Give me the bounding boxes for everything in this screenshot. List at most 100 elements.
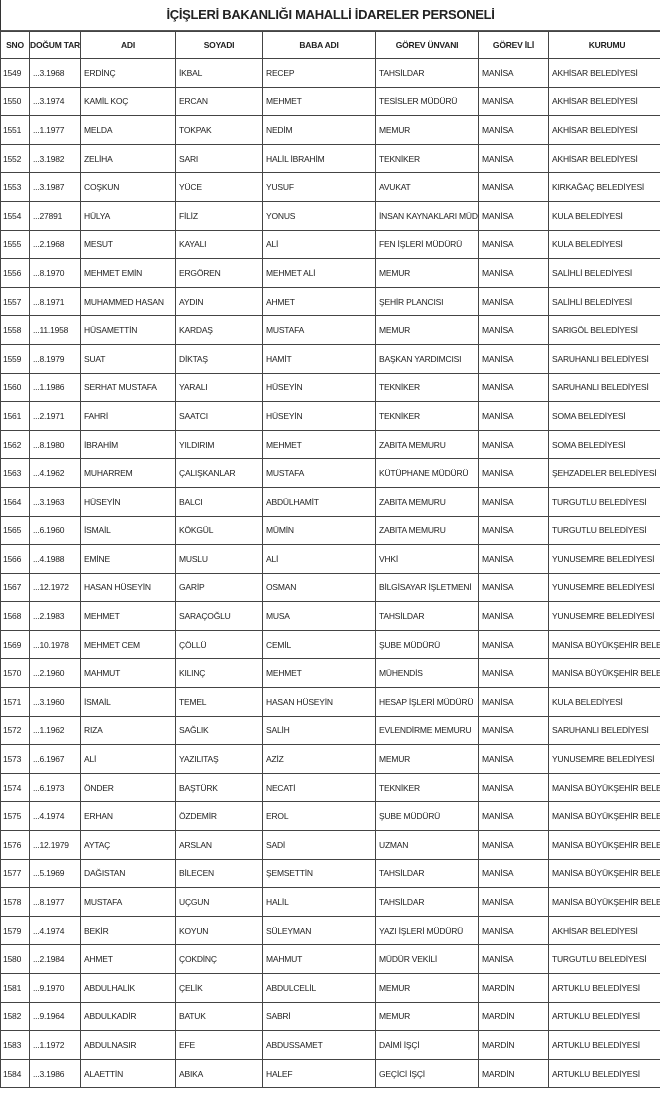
cell-sno: 1583 (0, 1030, 30, 1060)
cell-first-name: İSMAİL (80, 515, 176, 546)
cell-institution: ARTUKLU BELEDİYESİ (548, 973, 660, 1003)
table-row: 1570 ...2.1960 MAHMUT KILINÇ MEHMET MÜHENDİS M… (0, 658, 660, 689)
cell-first-name: HASAN HÜSEYİN (80, 572, 176, 603)
table-row: 1558 ...11.1958 HÜSAMETTİN KARDAŞ MUSTAFA MEM… (0, 315, 660, 345)
cell-first-name: ABDULNASIR (80, 1030, 176, 1060)
cell-surname: İKBAL (175, 58, 263, 88)
cell-birth-date: ...2.1960 (29, 658, 81, 689)
cell-father-name: HALEF (262, 1058, 376, 1089)
cell-duty-province: MANİSA (478, 458, 549, 488)
cell-surname: MUSLU (175, 544, 263, 574)
cell-sno: 1576 (0, 830, 30, 860)
cell-institution: SOMA BELEDİYESİ (548, 401, 660, 431)
table-row: 1575 ...4.1974 ERHAN ÖZDEMİR EROL ŞUBE MÜDÜRÜ… (0, 801, 660, 832)
cell-job-title: TAHSİLDAR (375, 601, 479, 631)
cell-institution: KULA BELEDİYESİ (548, 687, 660, 717)
cell-job-title: BAŞKAN YARDIMCISI (375, 343, 479, 374)
table-row: 1578 ...8.1977 MUSTAFA UÇGUN HALİL TAHSİLDAR M… (0, 887, 660, 917)
cell-surname: ÇOKDİNÇ (175, 944, 263, 974)
cell-birth-date: ...8.1970 (29, 258, 81, 288)
cell-institution: SALİHLİ BELEDİYESİ (548, 258, 660, 288)
cell-institution: YUNUSEMRE BELEDİYESİ (548, 601, 660, 631)
cell-sno: 1556 (0, 258, 30, 288)
cell-father-name: HÜSEYİN (262, 401, 376, 431)
cell-surname: SARAÇOĞLU (175, 601, 263, 631)
cell-father-name: MUSTAFA (262, 458, 376, 488)
column-header-duty-province: GÖREV İLİ (478, 31, 549, 59)
cell-birth-date: ...3.1987 (29, 172, 81, 202)
cell-institution: MANİSA BÜYÜKŞEHİR BELEDİYESİ (548, 658, 660, 689)
cell-job-title: TAHSİLDAR (375, 58, 479, 88)
cell-first-name: HÜLYA (80, 200, 176, 231)
cell-first-name: MELDA (80, 115, 176, 145)
cell-sno: 1579 (0, 915, 30, 946)
cell-father-name: OSMAN (262, 572, 376, 603)
column-header-father-name: BABA ADI (262, 31, 376, 59)
cell-job-title: MEMUR (375, 258, 479, 288)
cell-surname: UÇGUN (175, 887, 263, 917)
cell-duty-province: MARDİN (478, 1030, 549, 1060)
cell-birth-date: ...8.1971 (29, 286, 81, 317)
cell-first-name: ÖNDER (80, 772, 176, 803)
cell-birth-date: ...2.1968 (29, 229, 81, 260)
table-row: 1579 ...4.1974 BEKİR KOYUN SÜLEYMAN YAZI İŞLE… (0, 915, 660, 946)
cell-surname: ERGÖREN (175, 258, 263, 288)
cell-birth-date: ...2.1983 (29, 601, 81, 631)
cell-first-name: ABDULKADİR (80, 1001, 176, 1032)
cell-duty-province: MANİSA (478, 601, 549, 631)
cell-job-title: MEMUR (375, 973, 479, 1003)
table-row: 1562 ...8.1980 İBRAHİM YILDIRIM MEHMET ZABITA… (0, 429, 660, 460)
cell-sno: 1552 (0, 143, 30, 174)
cell-duty-province: MANİSA (478, 315, 549, 345)
table-row: 1559 ...8.1979 SUAT DİKTAŞ HAMİT BAŞKAN YARDI… (0, 343, 660, 374)
cell-surname: DİKTAŞ (175, 343, 263, 374)
cell-surname: GARİP (175, 572, 263, 603)
cell-job-title: TEKNİKER (375, 143, 479, 174)
cell-duty-province: MANİSA (478, 744, 549, 774)
cell-sno: 1559 (0, 343, 30, 374)
table-row: 1584 ...3.1986 ALAETTİN ABIKA HALEF GEÇİCİ İŞ… (0, 1058, 660, 1089)
cell-birth-date: ...1.1962 (29, 715, 81, 746)
cell-institution: SARUHANLI BELEDİYESİ (548, 343, 660, 374)
cell-job-title: GEÇİCİ İŞÇİ (375, 1058, 479, 1089)
table-body: 1549 ...3.1968 ERDİNÇ İKBAL RECEP TAHSİLDAR MA… (0, 58, 660, 1089)
table-row: 1552 ...3.1982 ZELİHA SARI HALİL İBRAHİM TEKN… (0, 143, 660, 174)
cell-first-name: MEHMET EMİN (80, 258, 176, 288)
cell-duty-province: MANİSA (478, 887, 549, 917)
cell-surname: ÇALIŞKANLAR (175, 458, 263, 488)
cell-job-title: DAİMİ İŞÇİ (375, 1030, 479, 1060)
table-row: 1576 ...12.1979 AYTAÇ ARSLAN SADİ UZMAN MANİSA… (0, 830, 660, 860)
table-row: 1581 ...9.1970 ABDULHALİK ÇELİK ABDULCELİL ME… (0, 973, 660, 1003)
cell-sno: 1568 (0, 601, 30, 631)
cell-sno: 1565 (0, 515, 30, 546)
cell-job-title: ZABITA MEMURU (375, 486, 479, 517)
cell-institution: MANİSA BÜYÜKŞEHİR BELEDİYESİ (548, 629, 660, 660)
cell-duty-province: MANİSA (478, 772, 549, 803)
table-row: 1568 ...2.1983 MEHMET SARAÇOĞLU MUSA TAHSİLDA… (0, 601, 660, 631)
cell-sno: 1567 (0, 572, 30, 603)
cell-first-name: AYTAÇ (80, 830, 176, 860)
cell-duty-province: MANİSA (478, 544, 549, 574)
cell-duty-province: MANİSA (478, 515, 549, 546)
cell-birth-date: ...9.1964 (29, 1001, 81, 1032)
cell-institution: YUNUSEMRE BELEDİYESİ (548, 572, 660, 603)
table-row: 1551 ...1.1977 MELDA TOKPAK NEDİM MEMUR MANİSA… (0, 115, 660, 145)
cell-birth-date: ...8.1977 (29, 887, 81, 917)
cell-surname: YILDIRIM (175, 429, 263, 460)
cell-duty-province: MANİSA (478, 401, 549, 431)
cell-father-name: NEDİM (262, 115, 376, 145)
cell-duty-province: MANİSA (478, 944, 549, 974)
cell-sno: 1557 (0, 286, 30, 317)
cell-father-name: SÜLEYMAN (262, 915, 376, 946)
cell-surname: TOKPAK (175, 115, 263, 145)
column-header-sno: SNO (0, 31, 30, 59)
cell-birth-date: ...8.1980 (29, 429, 81, 460)
cell-father-name: MEHMET (262, 658, 376, 689)
cell-sno: 1563 (0, 458, 30, 488)
cell-sno: 1581 (0, 973, 30, 1003)
cell-job-title: TAHSİLDAR (375, 887, 479, 917)
table-row: 1567 ...12.1972 HASAN HÜSEYİN GARİP OSMAN BİL… (0, 572, 660, 603)
table-row: 1571 ...3.1960 İSMAİL TEMEL HASAN HÜSEYİN HES… (0, 687, 660, 717)
cell-first-name: FAHRİ (80, 401, 176, 431)
